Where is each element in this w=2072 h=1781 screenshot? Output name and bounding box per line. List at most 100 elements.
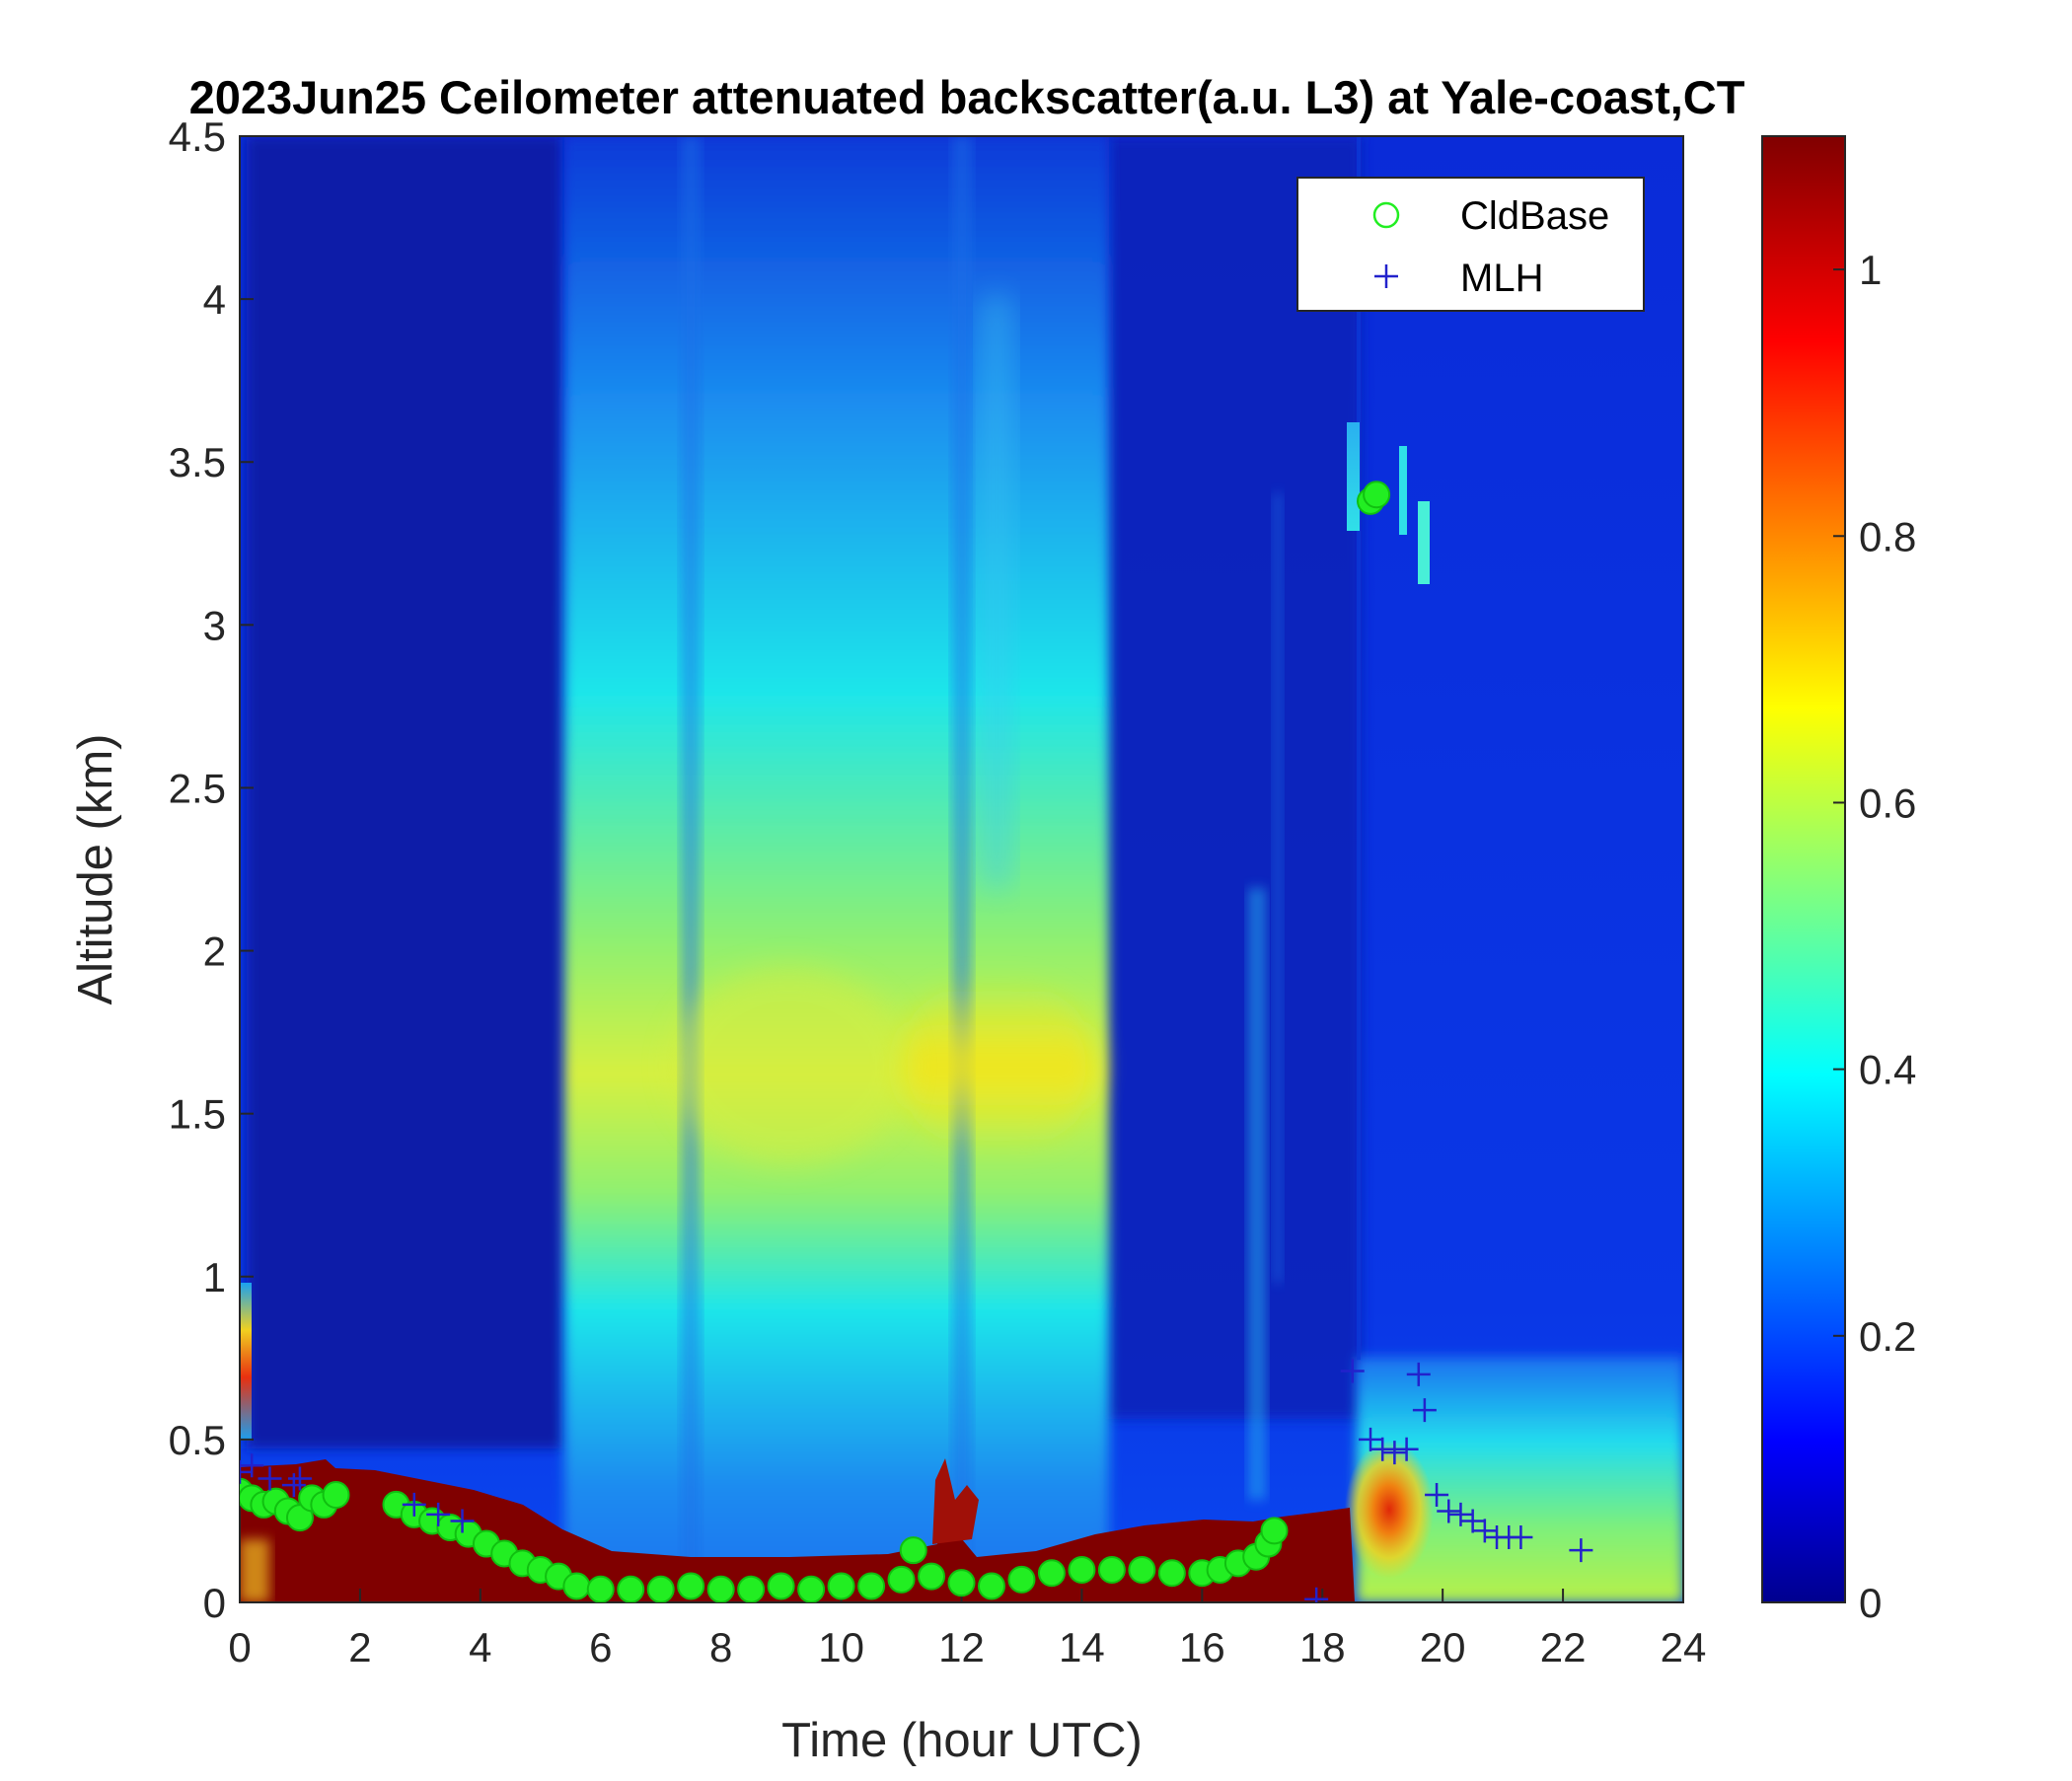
x-tick-label: 18 <box>1299 1624 1346 1670</box>
chart-title: 2023Jun25 Ceilometer attenuated backscat… <box>189 71 1745 123</box>
heatmap-dark-band-afternoon <box>1105 136 1362 1419</box>
colorbar-frame <box>1761 135 1846 1603</box>
cldbase-point <box>887 1565 916 1594</box>
mlh-point <box>1370 1437 1395 1461</box>
cldbase-point <box>947 1569 976 1597</box>
colorbar-tick-label: 0.6 <box>1859 779 1916 826</box>
mlh-point <box>1448 1502 1473 1526</box>
mlh-point <box>240 1453 264 1478</box>
cldbase-point <box>827 1572 855 1600</box>
y-tick-label: 3.5 <box>169 439 226 485</box>
cldbase-point <box>1128 1555 1156 1584</box>
mlh-point <box>1382 1441 1407 1465</box>
mlh-point <box>1340 1359 1365 1383</box>
heatmap-plume-streak <box>681 136 701 1602</box>
mlh-point <box>1509 1524 1533 1549</box>
cldbase-point <box>1157 1559 1186 1588</box>
cldbase-point <box>857 1572 886 1600</box>
colorbar-tick-label: 1 <box>1859 247 1882 293</box>
cldbase-point <box>646 1575 675 1602</box>
cldbase-point <box>1037 1559 1066 1588</box>
heatmap-data-break <box>1357 136 1361 1360</box>
cldbase-point <box>322 1481 350 1510</box>
cldbase-point <box>706 1575 735 1602</box>
cldbase-point <box>677 1572 705 1600</box>
colorbar-tick-label: 0 <box>1859 1580 1882 1626</box>
cldbase-point <box>797 1575 826 1602</box>
cldbase-point <box>617 1575 645 1602</box>
x-tick-label: 12 <box>938 1624 985 1670</box>
heatmap-plume-filament <box>982 296 1011 888</box>
mlh-point <box>1394 1437 1419 1461</box>
cldbase-point <box>586 1575 615 1602</box>
cldbase-point <box>899 1536 927 1565</box>
heatmap-faint-filament <box>1273 493 1283 1283</box>
axes: 0 2 4 6 8 10 12 14 16 18 20 22 24 00.511.522.533.544… <box>169 113 1707 1670</box>
cldbase-point <box>1068 1555 1096 1584</box>
marker-layer <box>240 481 1593 1602</box>
y-axis-label: Altitude (km) <box>69 733 122 1004</box>
legend-plus-icon <box>1374 264 1398 288</box>
mlh-point <box>1412 1398 1437 1423</box>
legend-box <box>1296 177 1645 312</box>
colorbar-tick-label: 0.4 <box>1859 1047 1916 1093</box>
colorbar: 0 0.2 0.4 0.6 0.8 1 <box>1761 135 1916 1626</box>
x-tick-label: 4 <box>469 1624 491 1670</box>
y-tick-label: 4 <box>203 276 226 323</box>
cldbase-point <box>737 1575 766 1602</box>
cldbase-point <box>1260 1517 1289 1545</box>
x-tick-label: 2 <box>348 1624 371 1670</box>
mlh-point <box>1437 1499 1461 1523</box>
heatmap-plume-streak <box>952 136 972 1602</box>
x-tick-label: 24 <box>1661 1624 1707 1670</box>
mlh-point <box>240 1459 252 1484</box>
x-tick-label: 20 <box>1420 1624 1466 1670</box>
colorbar-ticks: 0 0.2 0.4 0.6 0.8 1 <box>1833 247 1916 1626</box>
y-tick-label: 1 <box>203 1254 226 1300</box>
heatmap-plume-core <box>898 977 1095 1154</box>
heatmap-surface-warm <box>240 1539 269 1602</box>
y-tick-label: 2 <box>203 928 226 975</box>
legend-label-cldbase: CldBase <box>1460 194 1609 238</box>
y-tick-label: 1.5 <box>169 1091 226 1138</box>
mlh-point <box>1569 1538 1593 1563</box>
y-tick-label: 4.5 <box>169 113 226 160</box>
cldbase-point <box>767 1572 795 1600</box>
mlh-point <box>402 1492 426 1517</box>
x-tick-label: 16 <box>1179 1624 1225 1670</box>
colorbar-tick-label: 0.2 <box>1859 1313 1916 1360</box>
x-tick-label: 8 <box>709 1624 732 1670</box>
colorbar-tick-label: 0.8 <box>1859 513 1916 559</box>
cldbase-point <box>977 1572 1005 1600</box>
mlh-point <box>287 1466 312 1491</box>
mlh-point <box>450 1509 475 1533</box>
cldbase-point <box>562 1572 591 1600</box>
backscatter-heatmap <box>240 136 1683 1602</box>
heatmap-plume-core <box>671 967 908 1164</box>
x-tick-label: 0 <box>228 1624 251 1670</box>
x-tick-label: 22 <box>1540 1624 1587 1670</box>
x-tick-label: 6 <box>589 1624 612 1670</box>
x-axis-ticks: 0 2 4 6 8 10 12 14 16 18 20 22 24 <box>228 1589 1706 1670</box>
mlh-point <box>1406 1362 1431 1386</box>
legend-label-mlh: MLH <box>1460 257 1543 300</box>
heatmap-faint-filament <box>1248 888 1266 1500</box>
y-tick-label: 0.5 <box>169 1417 226 1463</box>
heatmap-dark-band-night <box>247 136 562 1448</box>
x-tick-label: 14 <box>1059 1624 1105 1670</box>
cldbase-point <box>1363 481 1391 509</box>
heatmap-left-edge-feature <box>240 1283 252 1441</box>
mlh-point <box>1425 1483 1449 1508</box>
x-tick-label: 10 <box>818 1624 864 1670</box>
mlh-point <box>1304 1587 1329 1602</box>
x-axis-label: Time (hour UTC) <box>781 1714 1143 1767</box>
y-tick-label: 2.5 <box>169 765 226 811</box>
y-tick-label: 0 <box>203 1580 226 1626</box>
legend: CldBase MLH <box>1296 177 1645 312</box>
heatmap-cloud-patch <box>1418 501 1430 584</box>
mlh-point <box>1472 1519 1497 1543</box>
heatmap-aerosol-plume <box>564 136 1109 1602</box>
mlh-point <box>1359 1427 1383 1451</box>
